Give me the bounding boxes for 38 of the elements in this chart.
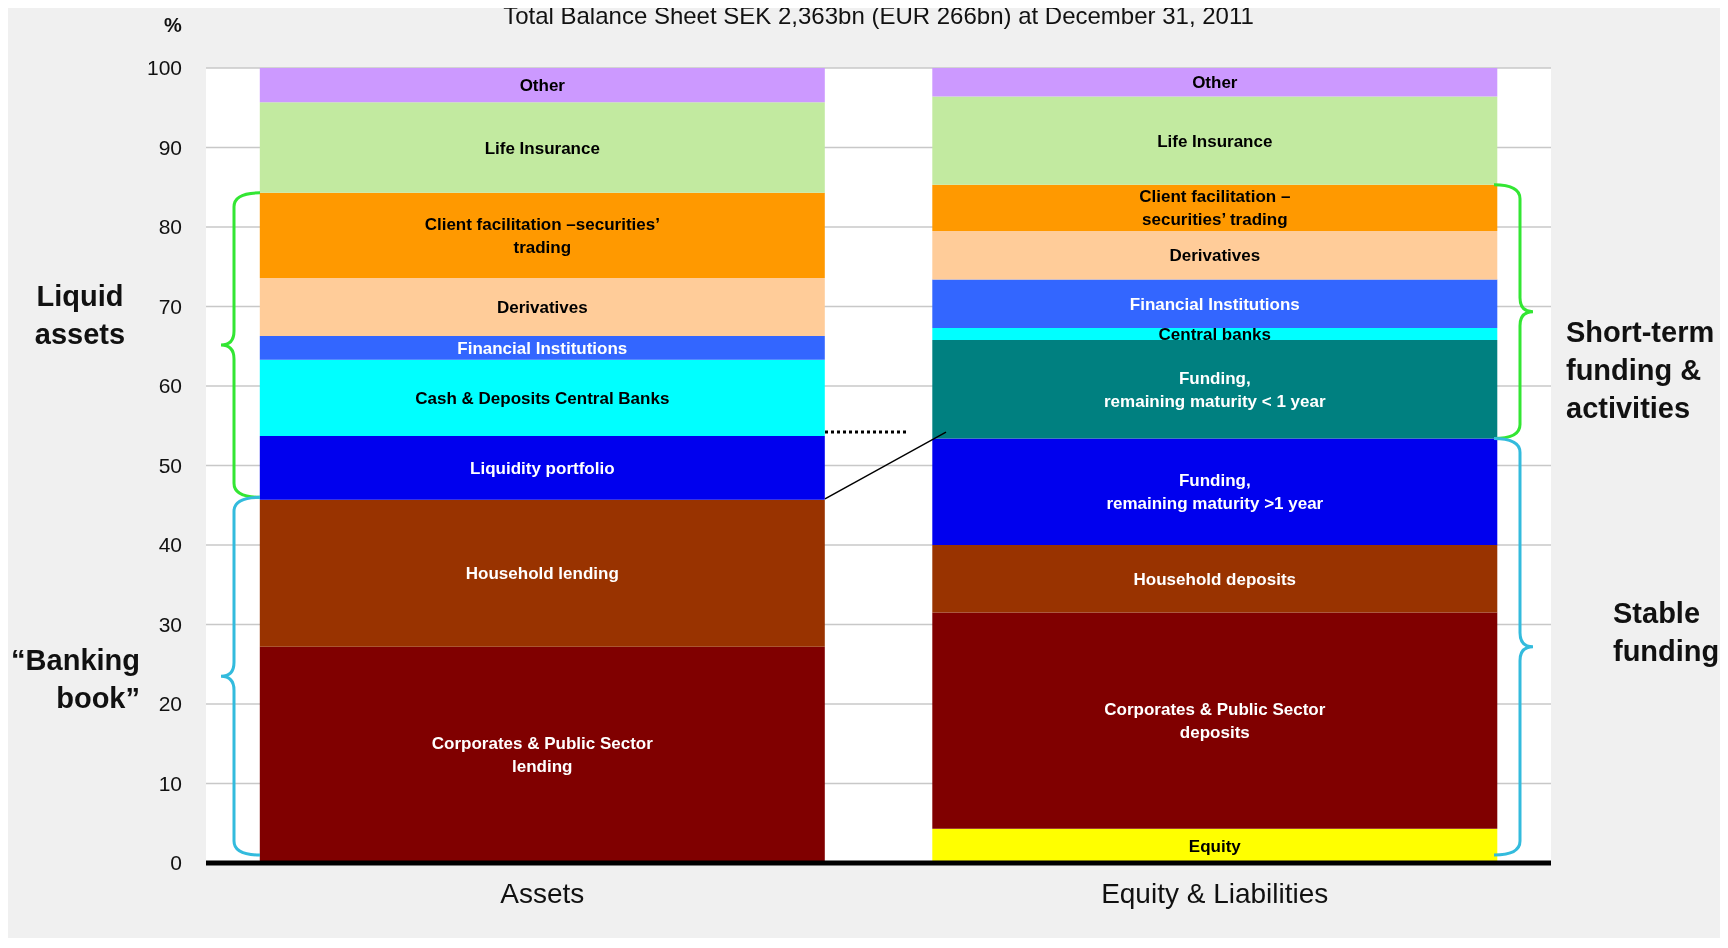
series-label: Derivatives: [1169, 245, 1261, 265]
y-tick-label: 70: [158, 294, 182, 318]
series-label: Funding, remaining maturity < 1 year: [1104, 368, 1326, 411]
series-label: Corporates & Public Sector lending: [431, 733, 654, 776]
text: Liquid assets: [34, 280, 126, 350]
series-label: Funding, remaining maturity >1 year: [1106, 470, 1324, 513]
y-axis-title: %: [164, 14, 183, 36]
series-label: Household lending: [465, 563, 619, 583]
y-tick-label: 30: [158, 612, 182, 636]
series-label: Life Insurance: [484, 138, 600, 157]
series-label: Derivatives: [496, 297, 588, 317]
series-label: Life Insurance: [1157, 131, 1273, 151]
series-label: Equity: [1188, 836, 1242, 856]
text: Stable funding: [1613, 597, 1720, 667]
y-tick-label: 40: [158, 533, 182, 557]
series-label: Other: [1192, 72, 1238, 92]
x-tick-label: Equity & Liabilities: [1101, 877, 1329, 909]
y-tick-label: 60: [158, 374, 182, 398]
series-label: Cash & Deposits Central Banks: [415, 388, 670, 408]
series-label: Financial Institutions: [1129, 294, 1300, 314]
y-tick-label: 100: [146, 56, 182, 80]
y-tick-label: 50: [158, 453, 182, 477]
y-tick-label: 90: [158, 135, 182, 159]
series-label: Household deposits: [1133, 569, 1297, 589]
text: Short-term funding & activities: [1566, 316, 1715, 424]
series-label: Other: [519, 75, 566, 95]
series-label: Client facilitation –securities’ trading: [424, 214, 660, 257]
series-label: Financial Institutions: [457, 338, 628, 358]
y-tick-label: 20: [158, 692, 182, 716]
y-tick-label: 0: [170, 851, 182, 875]
x-tick-label: Assets: [500, 877, 585, 909]
y-tick-label: 10: [158, 771, 182, 795]
series-label: Liquidity portfolio: [470, 458, 615, 478]
y-tick-label: 80: [158, 215, 182, 239]
series-label: Central banks: [1158, 324, 1272, 344]
text: “Banking book”: [11, 644, 140, 714]
series-label: Client facilitation – securities’ trading: [1139, 186, 1291, 229]
series-label: Corporates & Public Sector deposits: [1104, 699, 1326, 742]
